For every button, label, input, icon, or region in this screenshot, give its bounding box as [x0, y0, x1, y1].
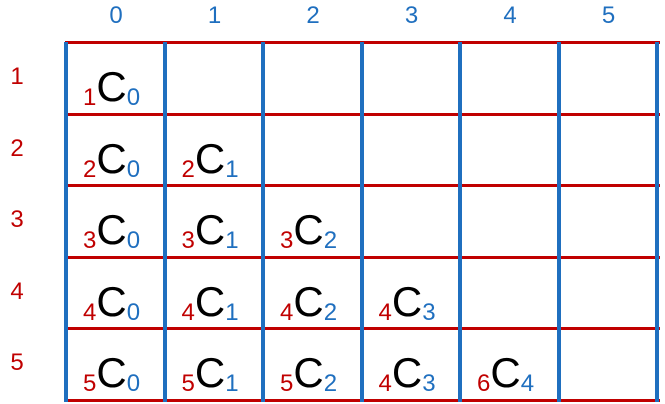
combination-expression: 4C3: [378, 277, 436, 326]
combination-expression: 5C1: [182, 352, 239, 396]
column-header-5: 5: [601, 2, 616, 29]
combination-symbol: C: [194, 206, 226, 253]
combination-k-subscript: 2: [323, 298, 338, 326]
combination-expression: 4C1: [181, 277, 239, 326]
combination-k-subscript: 0: [126, 298, 141, 326]
combination-expression: 3C2: [280, 209, 337, 253]
combination-k-subscript: 1: [225, 227, 239, 254]
combination-n-subscript: 5: [181, 370, 195, 397]
combination-n-subscript: 5: [83, 370, 97, 397]
combination-n-subscript: 5: [280, 370, 294, 397]
combination-k-subscript: 1: [225, 298, 239, 326]
grid-column-line: [359, 42, 364, 402]
column-header-0: 0: [109, 2, 123, 29]
combination-symbol: C: [96, 134, 127, 182]
combination-symbol: C: [96, 349, 127, 396]
row-header-2: 2: [10, 134, 24, 162]
table-cell: 3C2: [262, 185, 360, 256]
combination-symbol: C: [293, 206, 324, 253]
combination-expression: 3C0: [83, 209, 140, 253]
combination-symbol: C: [194, 349, 226, 396]
combination-expression: 4C3: [379, 352, 436, 396]
row-header-1: 1: [10, 63, 24, 90]
combination-n-subscript: 4: [280, 298, 294, 326]
combination-n-subscript: 3: [280, 227, 294, 254]
combination-expression: 2C1: [181, 134, 239, 183]
table-cell: 3C1: [164, 185, 262, 256]
combination-k-subscript: 2: [323, 227, 338, 254]
combination-expression: 2C0: [83, 134, 141, 183]
table-cell: 4C2: [262, 257, 360, 328]
grid-column-line: [655, 42, 659, 402]
column-header-2: 2: [306, 2, 320, 29]
combination-k-subscript: 1: [225, 370, 239, 397]
combination-k-subscript: 0: [126, 84, 141, 111]
combination-expression: 5C0: [83, 352, 140, 396]
combination-expression: 4C2: [280, 277, 338, 326]
combination-symbol: C: [391, 277, 423, 325]
combination-n-subscript: 6: [477, 370, 491, 397]
combination-symbol: C: [96, 63, 127, 110]
combination-expression: 1C0: [83, 66, 140, 110]
row-header-3: 3: [10, 206, 24, 233]
combination-expression: 4C0: [83, 277, 141, 326]
table-cell: 5C2: [262, 328, 360, 399]
combination-k-subscript: 3: [422, 370, 436, 397]
combination-expression: 3C1: [182, 209, 239, 253]
column-header-1: 1: [207, 2, 222, 29]
combination-symbol: C: [194, 277, 226, 325]
grid-column-line: [64, 42, 68, 402]
combination-n-subscript: 3: [83, 227, 97, 254]
combination-symbol: C: [96, 277, 127, 325]
combination-symbol: C: [96, 206, 127, 253]
column-header-4: 4: [503, 2, 517, 29]
table-cell: 4C3: [361, 257, 459, 328]
row-header-4: 4: [10, 277, 24, 305]
combination-k-subscript: 2: [323, 370, 338, 397]
combination-expression: 5C2: [280, 352, 337, 396]
table-cell: 4C3: [361, 328, 459, 399]
table-cell: 5C1: [164, 328, 262, 399]
combination-k-subscript: 0: [126, 370, 141, 397]
combination-symbol: C: [391, 349, 423, 396]
table-cell: 2C0: [65, 114, 163, 185]
combination-k-subscript: 1: [225, 155, 239, 183]
combination-n-subscript: 4: [378, 370, 392, 397]
table-cell: 5C0: [65, 328, 163, 399]
combination-k-subscript: 0: [126, 227, 141, 254]
combination-n-subscript: 4: [181, 298, 195, 326]
table-cell: 4C1: [164, 257, 262, 328]
combination-n-subscript: 2: [83, 155, 97, 183]
combination-expression: 6C4: [477, 352, 534, 396]
combination-symbol: C: [293, 277, 324, 325]
table-cell: 2C1: [164, 114, 262, 185]
table-cell: 3C0: [65, 185, 163, 256]
table-cell: 6C4: [459, 328, 557, 399]
combination-k-subscript: 0: [126, 155, 141, 183]
row-header-5: 5: [10, 349, 24, 376]
grid-column-line: [556, 42, 561, 402]
combination-n-subscript: 4: [378, 298, 392, 326]
combination-n-subscript: 3: [181, 227, 195, 254]
combination-k-subscript: 3: [422, 298, 436, 326]
combination-n-subscript: 2: [181, 155, 195, 183]
table-cell: 4C0: [65, 257, 163, 328]
combination-symbol: C: [293, 349, 324, 396]
column-header-3: 3: [404, 2, 419, 29]
grid-column-line: [458, 42, 462, 402]
combination-k-subscript: 4: [520, 370, 535, 397]
grid-column-line: [261, 42, 265, 402]
combination-symbol: C: [490, 349, 521, 396]
combination-symbol: C: [194, 134, 226, 182]
combination-n-subscript: 4: [83, 298, 97, 326]
table-grid: 1C0 2C0 2C1 3C0 3C1 3C2 4C0 4C1 4C2 4C3 5C0 5C1 5C2 4…: [64, 41, 660, 402]
combination-n-subscript: 1: [83, 84, 97, 111]
grid-column-line: [162, 42, 167, 402]
table-cell: 1C0: [65, 42, 163, 113]
